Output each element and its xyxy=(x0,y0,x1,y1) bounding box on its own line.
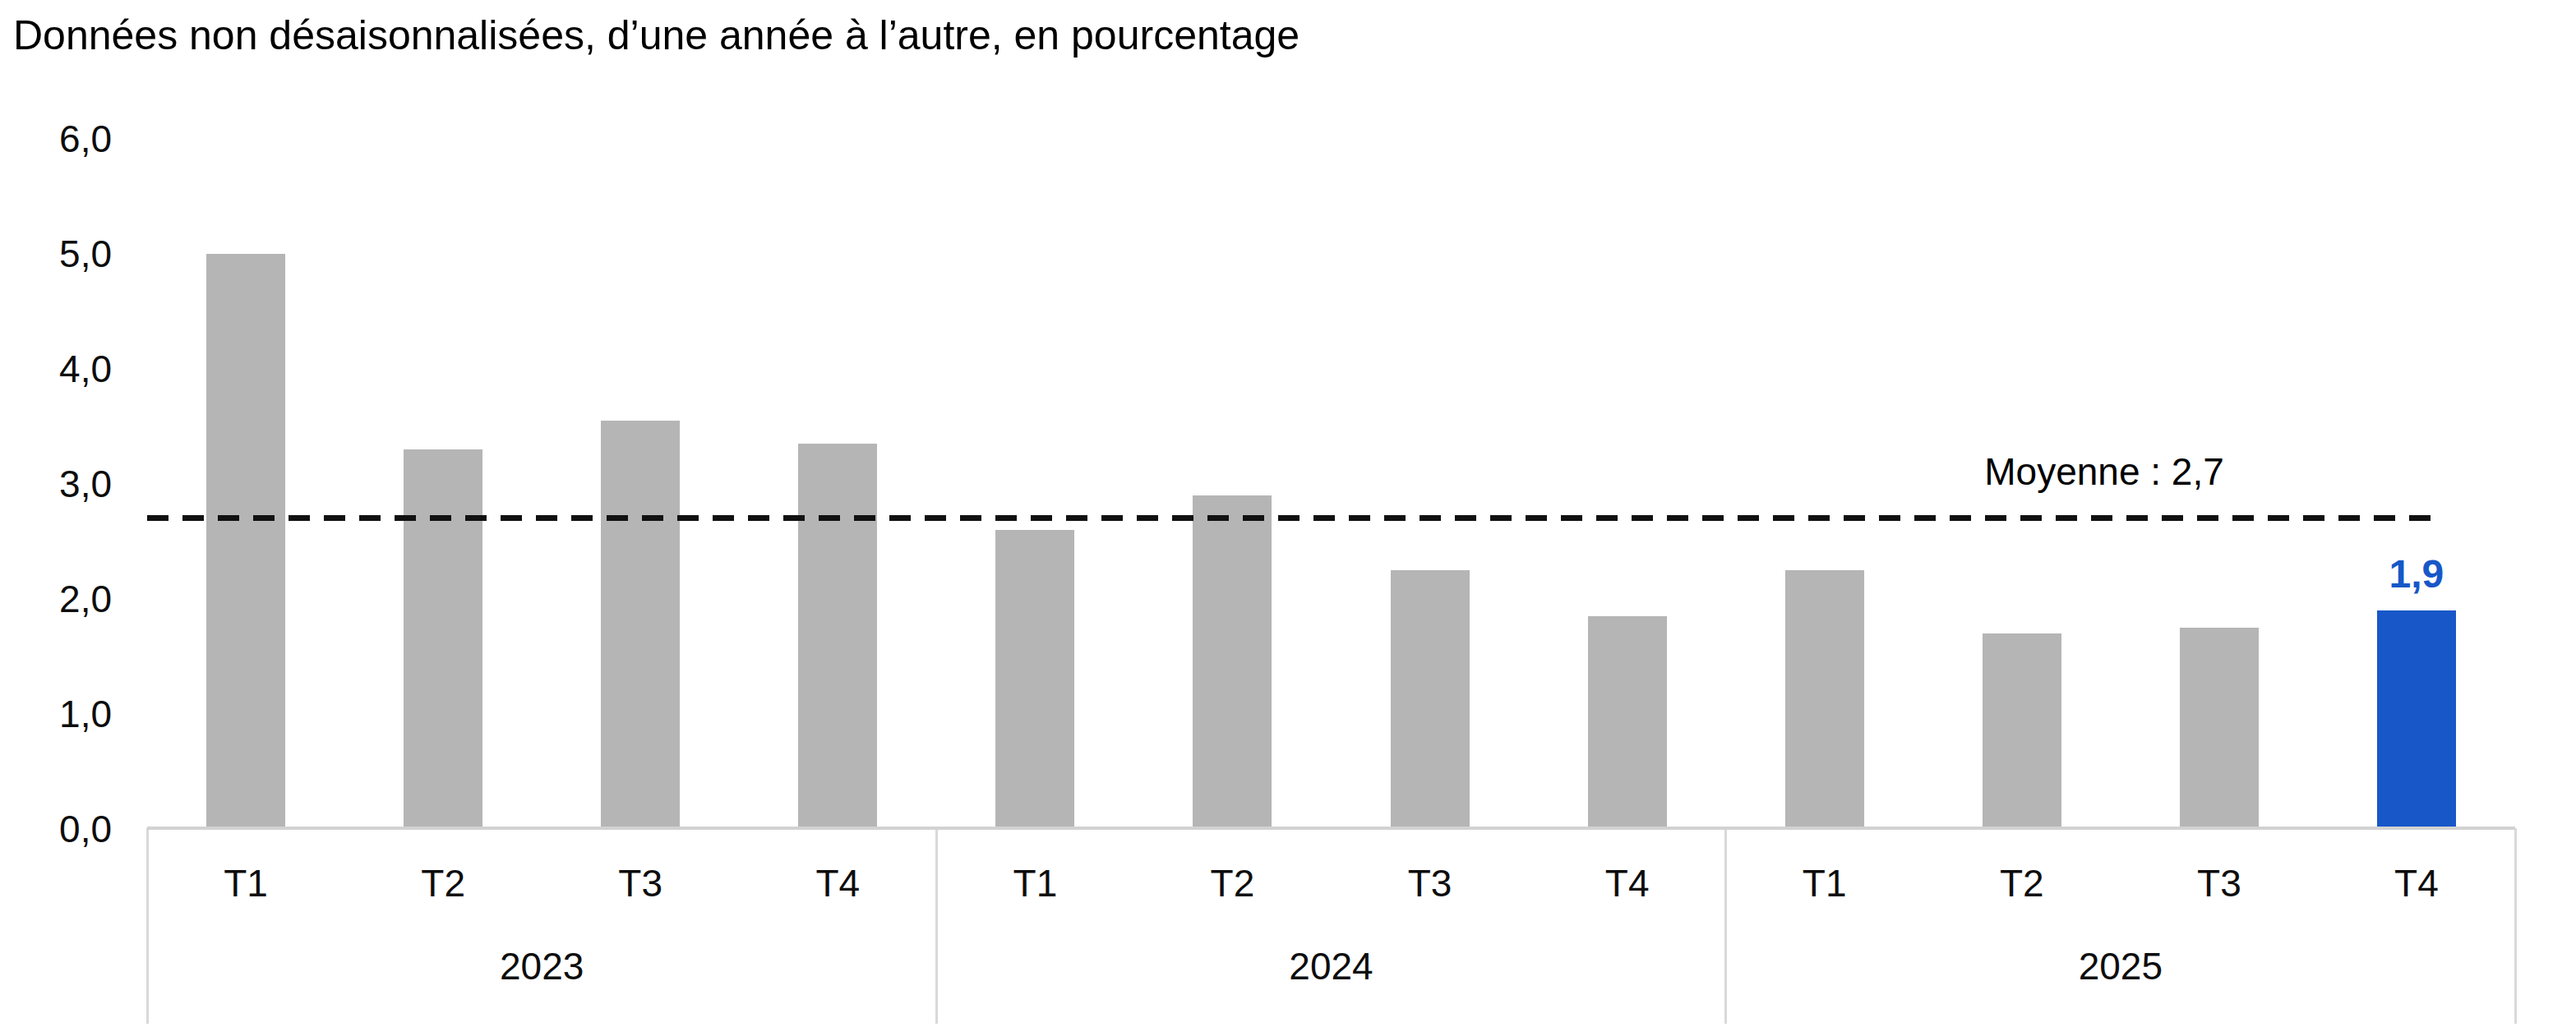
bar-2025-T4 xyxy=(2377,610,2456,829)
x-axis-quarter-label-2023-T2: T2 xyxy=(377,863,509,904)
bar-chart: 6,0 5,0 4,0 3,0 2,0 1,0 0,0 T1 T2 T3 T4 2023 T1 T2 T3 T… xyxy=(0,0,2576,1027)
average-line-label: Moyenne : 2,7 xyxy=(1858,451,2351,492)
x-axis-quarter-label-2024-T1: T1 xyxy=(969,863,1101,904)
x-axis-quarter-label-2025-T2: T2 xyxy=(1956,863,2088,904)
x-axis-line xyxy=(147,827,2515,830)
bar-2025-T2 xyxy=(1983,633,2061,829)
y-axis-tick-label-1-0: 1,0 xyxy=(0,694,112,734)
bar-2024-T4 xyxy=(1588,616,1667,829)
highlight-value-label: 1,9 xyxy=(2326,553,2507,596)
chart-page: Données non désaisonnalisées, d’une anné… xyxy=(0,0,2576,1027)
y-axis-tick-label-2-0: 2,0 xyxy=(0,579,112,619)
y-axis-tick-label-4-0: 4,0 xyxy=(0,349,112,389)
bar-2024-T2 xyxy=(1193,495,1272,829)
average-line xyxy=(147,515,2440,521)
y-axis-tick-label-3-0: 3,0 xyxy=(0,464,112,504)
bar-2023-T4 xyxy=(798,444,877,829)
bar-2025-T3 xyxy=(2180,628,2259,829)
bar-2023-T3 xyxy=(601,421,680,829)
x-axis-quarter-label-2025-T1: T1 xyxy=(1759,863,1890,904)
x-axis-year-label-2025: 2025 xyxy=(1997,946,2244,987)
x-axis-quarter-label-2023-T4: T4 xyxy=(772,863,903,904)
x-axis-year-label-2023: 2023 xyxy=(418,946,665,987)
year-group-divider xyxy=(1724,828,1727,1025)
y-axis-tick-label-6-0: 6,0 xyxy=(0,119,112,159)
y-axis-tick-label-5-0: 5,0 xyxy=(0,234,112,274)
bar-2024-T1 xyxy=(995,530,1074,829)
x-axis-quarter-label-2023-T1: T1 xyxy=(180,863,312,904)
bar-2023-T2 xyxy=(404,449,482,829)
x-axis-quarter-label-2024-T3: T3 xyxy=(1364,863,1496,904)
bar-2023-T1 xyxy=(206,254,285,829)
x-axis-quarter-label-2023-T3: T3 xyxy=(575,863,706,904)
bar-2025-T1 xyxy=(1785,570,1864,829)
bar-2024-T3 xyxy=(1391,570,1470,829)
category-box-left-edge xyxy=(146,828,149,1025)
x-axis-quarter-label-2024-T2: T2 xyxy=(1166,863,1298,904)
year-group-divider xyxy=(935,828,938,1025)
x-axis-quarter-label-2025-T3: T3 xyxy=(2154,863,2285,904)
y-axis-tick-label-0-0: 0,0 xyxy=(0,809,112,849)
x-axis-year-label-2024: 2024 xyxy=(1208,946,1455,987)
category-box-right-edge xyxy=(2514,828,2517,1025)
x-axis-quarter-label-2024-T4: T4 xyxy=(1562,863,1693,904)
x-axis-quarter-label-2025-T4: T4 xyxy=(2351,863,2482,904)
